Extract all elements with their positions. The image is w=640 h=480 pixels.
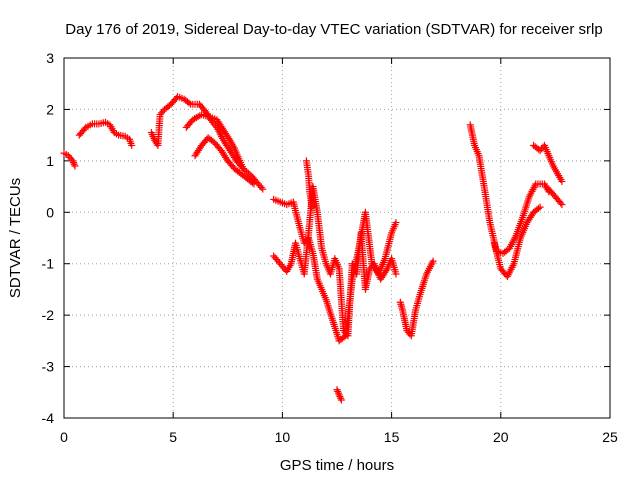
data-point-marker bbox=[70, 160, 78, 168]
data-point-marker bbox=[336, 393, 344, 401]
data-point-marker bbox=[392, 219, 400, 227]
chart-title: Day 176 of 2019, Sidereal Day-to-day VTE… bbox=[65, 21, 602, 38]
x-tick-label: 20 bbox=[493, 429, 509, 445]
data-point-marker bbox=[69, 157, 77, 165]
y-tick-label: 3 bbox=[46, 50, 54, 66]
y-tick-label: 1 bbox=[46, 153, 54, 169]
x-tick-label: 5 bbox=[169, 429, 177, 445]
data-point-marker bbox=[337, 394, 345, 402]
x-tick-label: 10 bbox=[275, 429, 291, 445]
series-arc-d bbox=[182, 111, 247, 173]
series-arc-n bbox=[545, 185, 566, 209]
series-arc-k bbox=[466, 121, 553, 257]
y-tick-label: 2 bbox=[46, 101, 54, 117]
data-point-marker bbox=[558, 177, 566, 185]
data-point-marker bbox=[429, 257, 437, 265]
series-arc-e bbox=[191, 134, 258, 188]
x-tick-label: 25 bbox=[602, 429, 618, 445]
data-point-marker bbox=[337, 396, 345, 404]
data-point-marker bbox=[335, 391, 343, 399]
series-arc-j bbox=[396, 257, 437, 340]
data-point-marker bbox=[71, 162, 79, 170]
data-point-marker bbox=[257, 183, 265, 191]
series-arc-a bbox=[60, 149, 79, 170]
y-axis-label: SDTVAR / TECUs bbox=[7, 178, 24, 298]
data-point-marker bbox=[239, 165, 247, 173]
y-tick-label: -1 bbox=[42, 256, 55, 272]
series-arc-g bbox=[270, 183, 400, 340]
data-point-marker bbox=[259, 185, 267, 193]
data-point-marker bbox=[334, 387, 342, 395]
plot-frame bbox=[63, 57, 611, 419]
x-tick-label: 15 bbox=[384, 429, 400, 445]
y-tick-label: -4 bbox=[42, 410, 55, 426]
data-point-marker bbox=[225, 135, 233, 143]
grid-lines bbox=[64, 58, 610, 418]
data-point-marker bbox=[185, 99, 193, 107]
series-arc-m bbox=[530, 141, 566, 185]
series-arc-c bbox=[147, 93, 267, 193]
data-point-marker bbox=[536, 203, 544, 211]
data-point-marker bbox=[211, 122, 219, 130]
data-point-marker bbox=[557, 199, 565, 207]
data-point-marker bbox=[69, 159, 77, 167]
axis-ticks: 0 5 10 15 20 25 -4 -3 -2 -1 0 1 2 3 bbox=[42, 50, 618, 445]
data-point-marker bbox=[382, 267, 390, 275]
y-tick-label: -3 bbox=[42, 359, 55, 375]
x-axis-label: GPS time / hours bbox=[280, 457, 394, 474]
data-point-marker bbox=[250, 180, 258, 188]
data-point-marker bbox=[392, 270, 400, 278]
x-tick-label: 0 bbox=[60, 429, 68, 445]
data-points bbox=[60, 93, 566, 404]
series-arc-h bbox=[302, 157, 316, 211]
data-point-marker bbox=[159, 107, 167, 115]
data-point-marker bbox=[333, 386, 341, 394]
series-arc-b bbox=[75, 118, 136, 149]
data-point-marker bbox=[558, 201, 566, 209]
data-point-marker bbox=[248, 179, 256, 187]
y-tick-label: 0 bbox=[46, 204, 54, 220]
data-point-marker bbox=[534, 204, 542, 212]
series-arc-l bbox=[490, 203, 544, 281]
data-point-marker bbox=[334, 389, 342, 397]
series-arc-i bbox=[333, 386, 345, 404]
data-point-marker bbox=[128, 141, 136, 149]
data-point-marker bbox=[308, 203, 316, 211]
y-tick-label: -2 bbox=[42, 307, 55, 323]
